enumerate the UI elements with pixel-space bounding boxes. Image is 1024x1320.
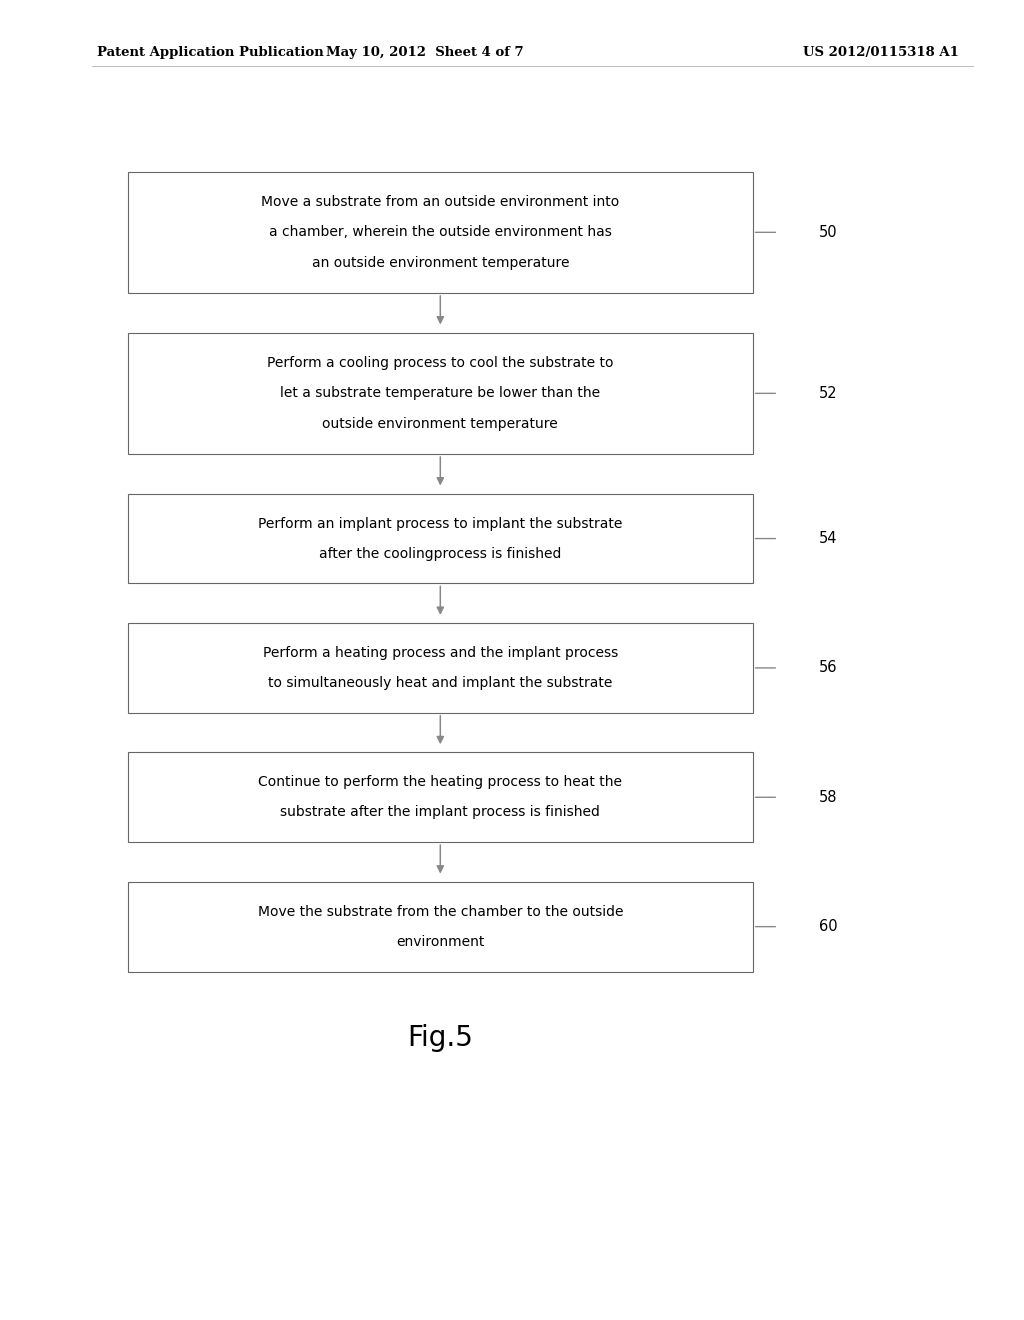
Text: 56: 56 <box>819 660 838 676</box>
Text: a chamber, wherein the outside environment has: a chamber, wherein the outside environme… <box>269 226 611 239</box>
Text: let a substrate temperature be lower than the: let a substrate temperature be lower tha… <box>281 387 600 400</box>
Bar <box>128 333 753 454</box>
Bar <box>128 623 753 713</box>
Text: Move the substrate from the chamber to the outside: Move the substrate from the chamber to t… <box>258 904 623 919</box>
Text: 58: 58 <box>819 789 838 805</box>
Text: after the coolingprocess is finished: after the coolingprocess is finished <box>319 546 561 561</box>
Text: 60: 60 <box>819 919 838 935</box>
Bar <box>128 752 753 842</box>
Text: Perform an implant process to implant the substrate: Perform an implant process to implant th… <box>258 516 623 531</box>
Text: Patent Application Publication: Patent Application Publication <box>97 46 324 59</box>
Text: Move a substrate from an outside environment into: Move a substrate from an outside environ… <box>261 195 620 209</box>
Text: 50: 50 <box>819 224 838 240</box>
Text: to simultaneously heat and implant the substrate: to simultaneously heat and implant the s… <box>268 676 612 690</box>
Text: 52: 52 <box>819 385 838 401</box>
Bar <box>128 494 753 583</box>
Text: Fig.5: Fig.5 <box>408 1024 473 1052</box>
Text: 54: 54 <box>819 531 838 546</box>
Text: substrate after the implant process is finished: substrate after the implant process is f… <box>281 805 600 820</box>
Bar <box>128 172 753 293</box>
Bar <box>128 882 753 972</box>
Text: Perform a heating process and the implant process: Perform a heating process and the implan… <box>263 645 617 660</box>
Text: environment: environment <box>396 935 484 949</box>
Text: US 2012/0115318 A1: US 2012/0115318 A1 <box>803 46 958 59</box>
Text: outside environment temperature: outside environment temperature <box>323 417 558 430</box>
Text: an outside environment temperature: an outside environment temperature <box>311 256 569 269</box>
Text: Perform a cooling process to cool the substrate to: Perform a cooling process to cool the su… <box>267 356 613 370</box>
Text: Continue to perform the heating process to heat the: Continue to perform the heating process … <box>258 775 623 789</box>
Text: May 10, 2012  Sheet 4 of 7: May 10, 2012 Sheet 4 of 7 <box>327 46 523 59</box>
